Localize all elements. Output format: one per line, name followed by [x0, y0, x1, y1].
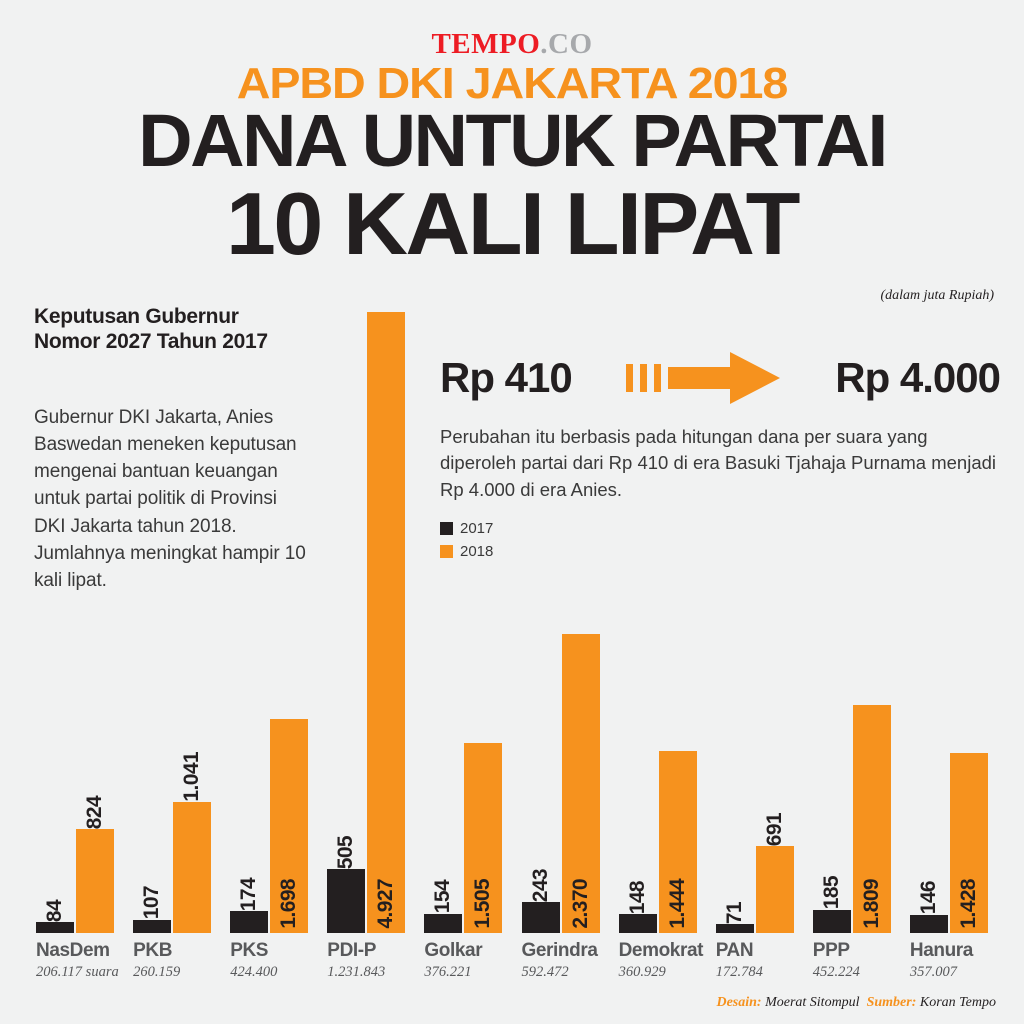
legend-item-2018: 2018 [440, 541, 493, 561]
credits-design-label: Desain: [716, 995, 762, 1010]
bar-value-label: 146 [916, 881, 940, 915]
bar-2018-PDI-P: 4.927 [367, 312, 406, 933]
x-axis-label-PAN: PAN [715, 940, 754, 961]
x-axis-sublabel-NasDem: 206.117 suara [36, 964, 119, 980]
x-axis-label-Demokrat: Demokrat [618, 940, 704, 961]
bar-2017-Demokrat: 148 [618, 881, 657, 933]
credits-design-value: Moerat Sitompul [765, 995, 860, 1010]
x-axis-label-Golkar: Golkar [424, 940, 483, 961]
bar-value-label: 4.927 [374, 879, 398, 929]
legend-swatch-2017 [440, 521, 453, 535]
bar-2018-NasDem: 824 [76, 796, 114, 933]
unit-note: (dalam juta Rupiah) [880, 288, 994, 303]
bar-2017-PKB: 107 [133, 886, 172, 933]
bar-2018-PAN: 691 [755, 813, 794, 933]
bar-value-label: 1.428 [956, 879, 980, 929]
bar-value-label: 243 [528, 869, 552, 903]
bar-2017-NasDem: 84 [36, 900, 74, 933]
rate-to-value: Rp 4.000 [835, 354, 1001, 401]
bar-2017-PKS: 174 [230, 878, 269, 933]
bar-value-label: 1.809 [859, 879, 883, 929]
bar-value-label: 824 [83, 795, 106, 830]
rate-note: Perubahan itu berbasis pada hitungan dan… [440, 426, 997, 500]
bar-2017-Hanura: 146 [909, 881, 948, 933]
legend-label-2018: 2018 [460, 542, 494, 560]
credits: Desain: Moerat Sitompul Sumber: Koran Te… [716, 995, 996, 1011]
bar-2018-Golkar: 1.505 [464, 743, 503, 933]
body-paragraph: Gubernur DKI Jakarta, Anies Baswedan men… [34, 407, 306, 591]
rate-from-value: Rp 410 [440, 354, 573, 401]
x-axis-label-PKB: PKB [133, 940, 173, 961]
x-axis-sublabel-PKS: 424.400 [230, 964, 278, 980]
bar-2017-Gerindra: 243 [521, 869, 560, 933]
bar-2018-Hanura: 1.428 [949, 753, 988, 933]
bar-value-label: 1.698 [277, 879, 301, 929]
rate-comparison: Rp 410 Rp 4.000 [440, 352, 1001, 404]
bar-value-label: 1.444 [665, 879, 689, 929]
x-axis-sublabel-PKB: 260.159 [133, 964, 181, 980]
x-axis-label-Gerindra: Gerindra [521, 940, 598, 961]
arrow-head-shape [668, 352, 781, 404]
x-axis-sublabel-Golkar: 376.221 [424, 964, 472, 980]
bar-value-label: 505 [334, 836, 358, 870]
bar-2017-PPP: 185 [812, 876, 851, 933]
x-axis-sublabel-Hanura: 357.007 [909, 964, 958, 980]
bar-value-label: 185 [819, 876, 843, 910]
bar-value-label: 1.041 [180, 752, 204, 802]
x-axis-sublabel-Gerindra: 592.472 [521, 964, 569, 980]
x-axis-sublabel-Demokrat: 360.929 [618, 964, 666, 980]
x-axis-label-NasDem: NasDem [36, 940, 110, 961]
lead-heading: Keputusan Gubernur Nomor 2027 Tahun 2017 [34, 305, 268, 353]
legend-swatch-2018 [440, 544, 453, 558]
bar-value-label: 174 [237, 877, 261, 912]
credits-source-label: Sumber: [866, 995, 917, 1010]
bar-2018-Gerindra: 2.370 [561, 634, 600, 933]
logo-tempo-text: TEMPO [431, 28, 541, 60]
bar-2017-PDI-P: 505 [327, 836, 366, 933]
x-axis-label-PPP: PPP [812, 940, 850, 961]
x-axis-sublabel-PDI-P: 1.231.843 [327, 964, 386, 980]
tempo-logo: TEMPO.CO [0, 30, 1024, 59]
bar-2018-PKS: 1.698 [270, 718, 309, 933]
x-axis-label-Hanura: Hanura [909, 940, 973, 961]
arrow-dash-2 [640, 364, 648, 392]
legend-label-2017: 2017 [460, 519, 494, 537]
x-axis-label-PKS: PKS [230, 940, 269, 961]
arrow-dash-3 [654, 364, 662, 392]
legend-item-2017: 2017 [440, 518, 493, 538]
bar-value-label: 84 [43, 900, 66, 923]
x-axis-sublabel-PAN: 172.784 [715, 964, 763, 980]
bar-value-label: 154 [431, 880, 455, 914]
right-arrow-icon [626, 352, 781, 404]
bar-2018-Demokrat: 1.444 [658, 751, 697, 933]
bar-2018-PKB: 1.041 [173, 752, 212, 933]
headline-line-2: 10 KALI LIPAT [226, 174, 800, 273]
bar-value-label: 71 [722, 901, 746, 925]
bar-2017-Golkar: 154 [424, 880, 463, 933]
headline-line-1: DANA UNTUK PARTAI [138, 99, 888, 182]
bar-2017-PAN: 71 [715, 902, 754, 933]
kicker-text: APBD DKI JAKARTA 2018 [236, 59, 789, 108]
bar-2018-PPP: 1.809 [852, 705, 891, 933]
bar-value-label: 148 [625, 881, 649, 915]
x-axis-sublabel-PPP: 452.224 [812, 964, 860, 980]
credits-source-value: Koran Tempo [919, 995, 996, 1010]
x-axis-label-PDI-P: PDI-P [327, 940, 376, 961]
bar-value-label: 1.505 [471, 879, 495, 929]
chart-legend: 2017 2018 [440, 518, 493, 564]
bar-value-label: 107 [140, 886, 164, 920]
bar-value-label: 691 [762, 812, 786, 846]
arrow-dash-1 [626, 364, 634, 392]
logo-co-text: .CO [540, 28, 593, 60]
bar-value-label: 2.370 [568, 879, 592, 929]
